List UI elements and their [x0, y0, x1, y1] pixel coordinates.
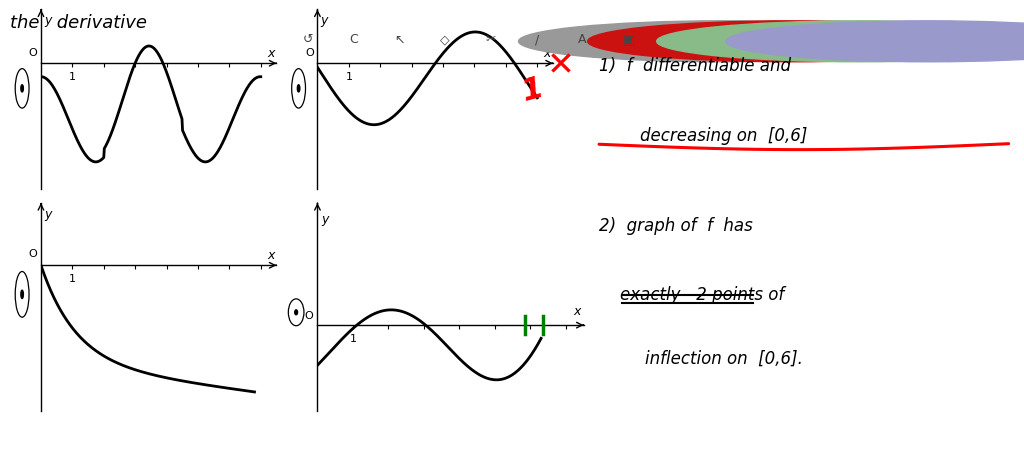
Text: x: x — [573, 305, 581, 318]
Text: x: x — [267, 249, 274, 261]
Text: y: y — [44, 14, 51, 27]
Text: O: O — [29, 48, 38, 58]
Circle shape — [656, 21, 1024, 62]
Text: exactly   2 points of: exactly 2 points of — [620, 286, 783, 303]
Text: ↖: ↖ — [394, 34, 404, 46]
Text: x: x — [544, 47, 551, 60]
Text: 2)  graph of  f  has: 2) graph of f has — [599, 217, 753, 235]
Circle shape — [20, 85, 24, 92]
Text: O: O — [304, 312, 313, 321]
Text: 1: 1 — [518, 73, 547, 106]
Text: x: x — [267, 47, 274, 60]
Text: y: y — [321, 14, 328, 27]
Text: ✕: ✕ — [547, 50, 575, 83]
Circle shape — [726, 21, 1024, 62]
Circle shape — [20, 290, 24, 298]
Text: A: A — [579, 34, 587, 46]
Text: decreasing on  [0,6]: decreasing on [0,6] — [640, 127, 807, 145]
Text: O: O — [29, 249, 38, 259]
Text: the   derivative: the derivative — [10, 14, 147, 32]
Text: O: O — [305, 48, 314, 58]
Circle shape — [297, 85, 300, 92]
Circle shape — [295, 310, 298, 315]
Text: ↺: ↺ — [302, 34, 313, 46]
Text: 1)  f  differentiable and: 1) f differentiable and — [599, 57, 791, 75]
Text: y: y — [321, 213, 329, 226]
Text: inflection on  [0,6].: inflection on [0,6]. — [645, 349, 803, 367]
Text: ◇: ◇ — [440, 34, 450, 46]
Text: /: / — [535, 34, 539, 46]
Text: ✂: ✂ — [485, 34, 497, 46]
Text: y: y — [44, 208, 51, 221]
Text: ▣: ▣ — [623, 34, 634, 46]
Circle shape — [518, 21, 926, 62]
Text: C: C — [349, 34, 358, 46]
Circle shape — [588, 21, 994, 62]
